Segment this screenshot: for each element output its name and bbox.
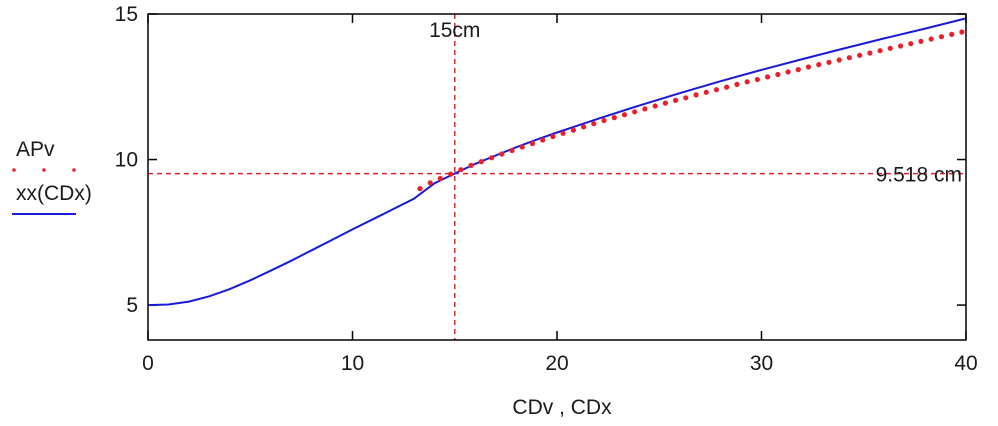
- x-tick-label: 30: [750, 352, 773, 375]
- plot-frame: [147, 13, 967, 341]
- data-point-apv: [836, 57, 842, 63]
- data-point-apv: [805, 64, 812, 70]
- series-line-xx-cdx: [147, 17, 967, 307]
- y-marker-label: 9.518 cm: [876, 164, 962, 187]
- data-point-apv: [867, 50, 873, 56]
- data-point-apv: [632, 109, 638, 115]
- data-point-apv: [591, 121, 597, 127]
- data-point-apv: [683, 95, 689, 101]
- legend-label-xx-cdx: xx(CDx): [16, 182, 92, 205]
- x-tick-label: 10: [341, 352, 364, 375]
- data-point-apv: [775, 71, 781, 78]
- x-axis-label: CDv , CDx: [512, 396, 612, 419]
- data-point-apv: [938, 34, 945, 40]
- data-point-apv: [550, 133, 556, 140]
- data-point-apv: [489, 155, 495, 161]
- tick-labels: 0 10 20 30 40 5 10 15: [115, 3, 978, 375]
- y-tick-label: 15: [115, 3, 138, 26]
- data-point-apv: [713, 87, 720, 93]
- data-point-apv: [478, 159, 484, 165]
- data-point-apv: [846, 55, 853, 61]
- data-point-apv: [581, 124, 587, 130]
- data-point-apv: [662, 100, 669, 106]
- marker-labels: 15cm 9.518 cm: [429, 19, 962, 187]
- x-tick-label: 40: [954, 352, 977, 375]
- data-point-apv: [693, 92, 699, 98]
- data-point-apv: [642, 106, 648, 112]
- x-tick-label: 20: [545, 352, 568, 375]
- data-point-apv: [703, 89, 709, 95]
- legend-label-apv: APv: [16, 138, 55, 161]
- data-point-apv: [857, 52, 863, 58]
- data-point-apv: [826, 59, 832, 65]
- data-point-apv: [765, 74, 771, 80]
- data-point-apv: [601, 117, 607, 124]
- data-point-apv: [898, 43, 904, 49]
- data-point-apv: [908, 41, 914, 47]
- data-point-apv: [448, 171, 454, 177]
- series-layer: [147, 17, 967, 307]
- data-point-apv: [519, 144, 525, 150]
- legend-apv-markers: [12, 168, 76, 172]
- x-marker-label: 15cm: [429, 19, 480, 42]
- data-point-apv: [458, 167, 464, 173]
- legend-apv-dot: [72, 168, 76, 172]
- y-tick-label: 10: [115, 149, 138, 172]
- legend-apv-dot: [12, 168, 16, 172]
- data-point-apv: [734, 81, 740, 87]
- data-point-apv: [816, 62, 822, 68]
- x-tick-label: 0: [142, 352, 154, 375]
- data-point-apv: [918, 38, 924, 45]
- data-point-apv: [437, 175, 443, 182]
- data-point-apv: [427, 180, 433, 186]
- data-point-apv: [949, 31, 955, 37]
- y-tick-label: 5: [126, 294, 138, 317]
- data-point-apv: [877, 48, 883, 54]
- data-point-apv: [621, 112, 628, 118]
- data-point-apv: [959, 29, 965, 35]
- data-point-apv: [540, 137, 546, 143]
- data-point-apv: [611, 115, 617, 121]
- data-point-apv: [570, 127, 577, 133]
- ticks: [147, 13, 967, 340]
- marker-lines: [148, 14, 966, 340]
- legend: APv xx(CDx): [12, 138, 92, 215]
- data-point-apv: [754, 76, 761, 83]
- data-point-apv: [795, 67, 801, 73]
- data-point-apv: [560, 130, 566, 136]
- data-point-apv: [785, 69, 791, 75]
- legend-apv-dot: [42, 168, 46, 172]
- data-point-apv: [529, 140, 536, 147]
- data-point-apv: [887, 45, 893, 51]
- data-point-apv: [509, 147, 515, 154]
- data-point-apv: [928, 36, 934, 42]
- data-point-apv: [744, 79, 750, 85]
- data-point-apv: [652, 103, 658, 109]
- data-point-apv: [499, 151, 505, 157]
- data-point-apv: [724, 84, 730, 90]
- data-point-apv: [417, 186, 423, 192]
- data-point-apv: [673, 97, 679, 103]
- data-point-apv: [468, 162, 474, 168]
